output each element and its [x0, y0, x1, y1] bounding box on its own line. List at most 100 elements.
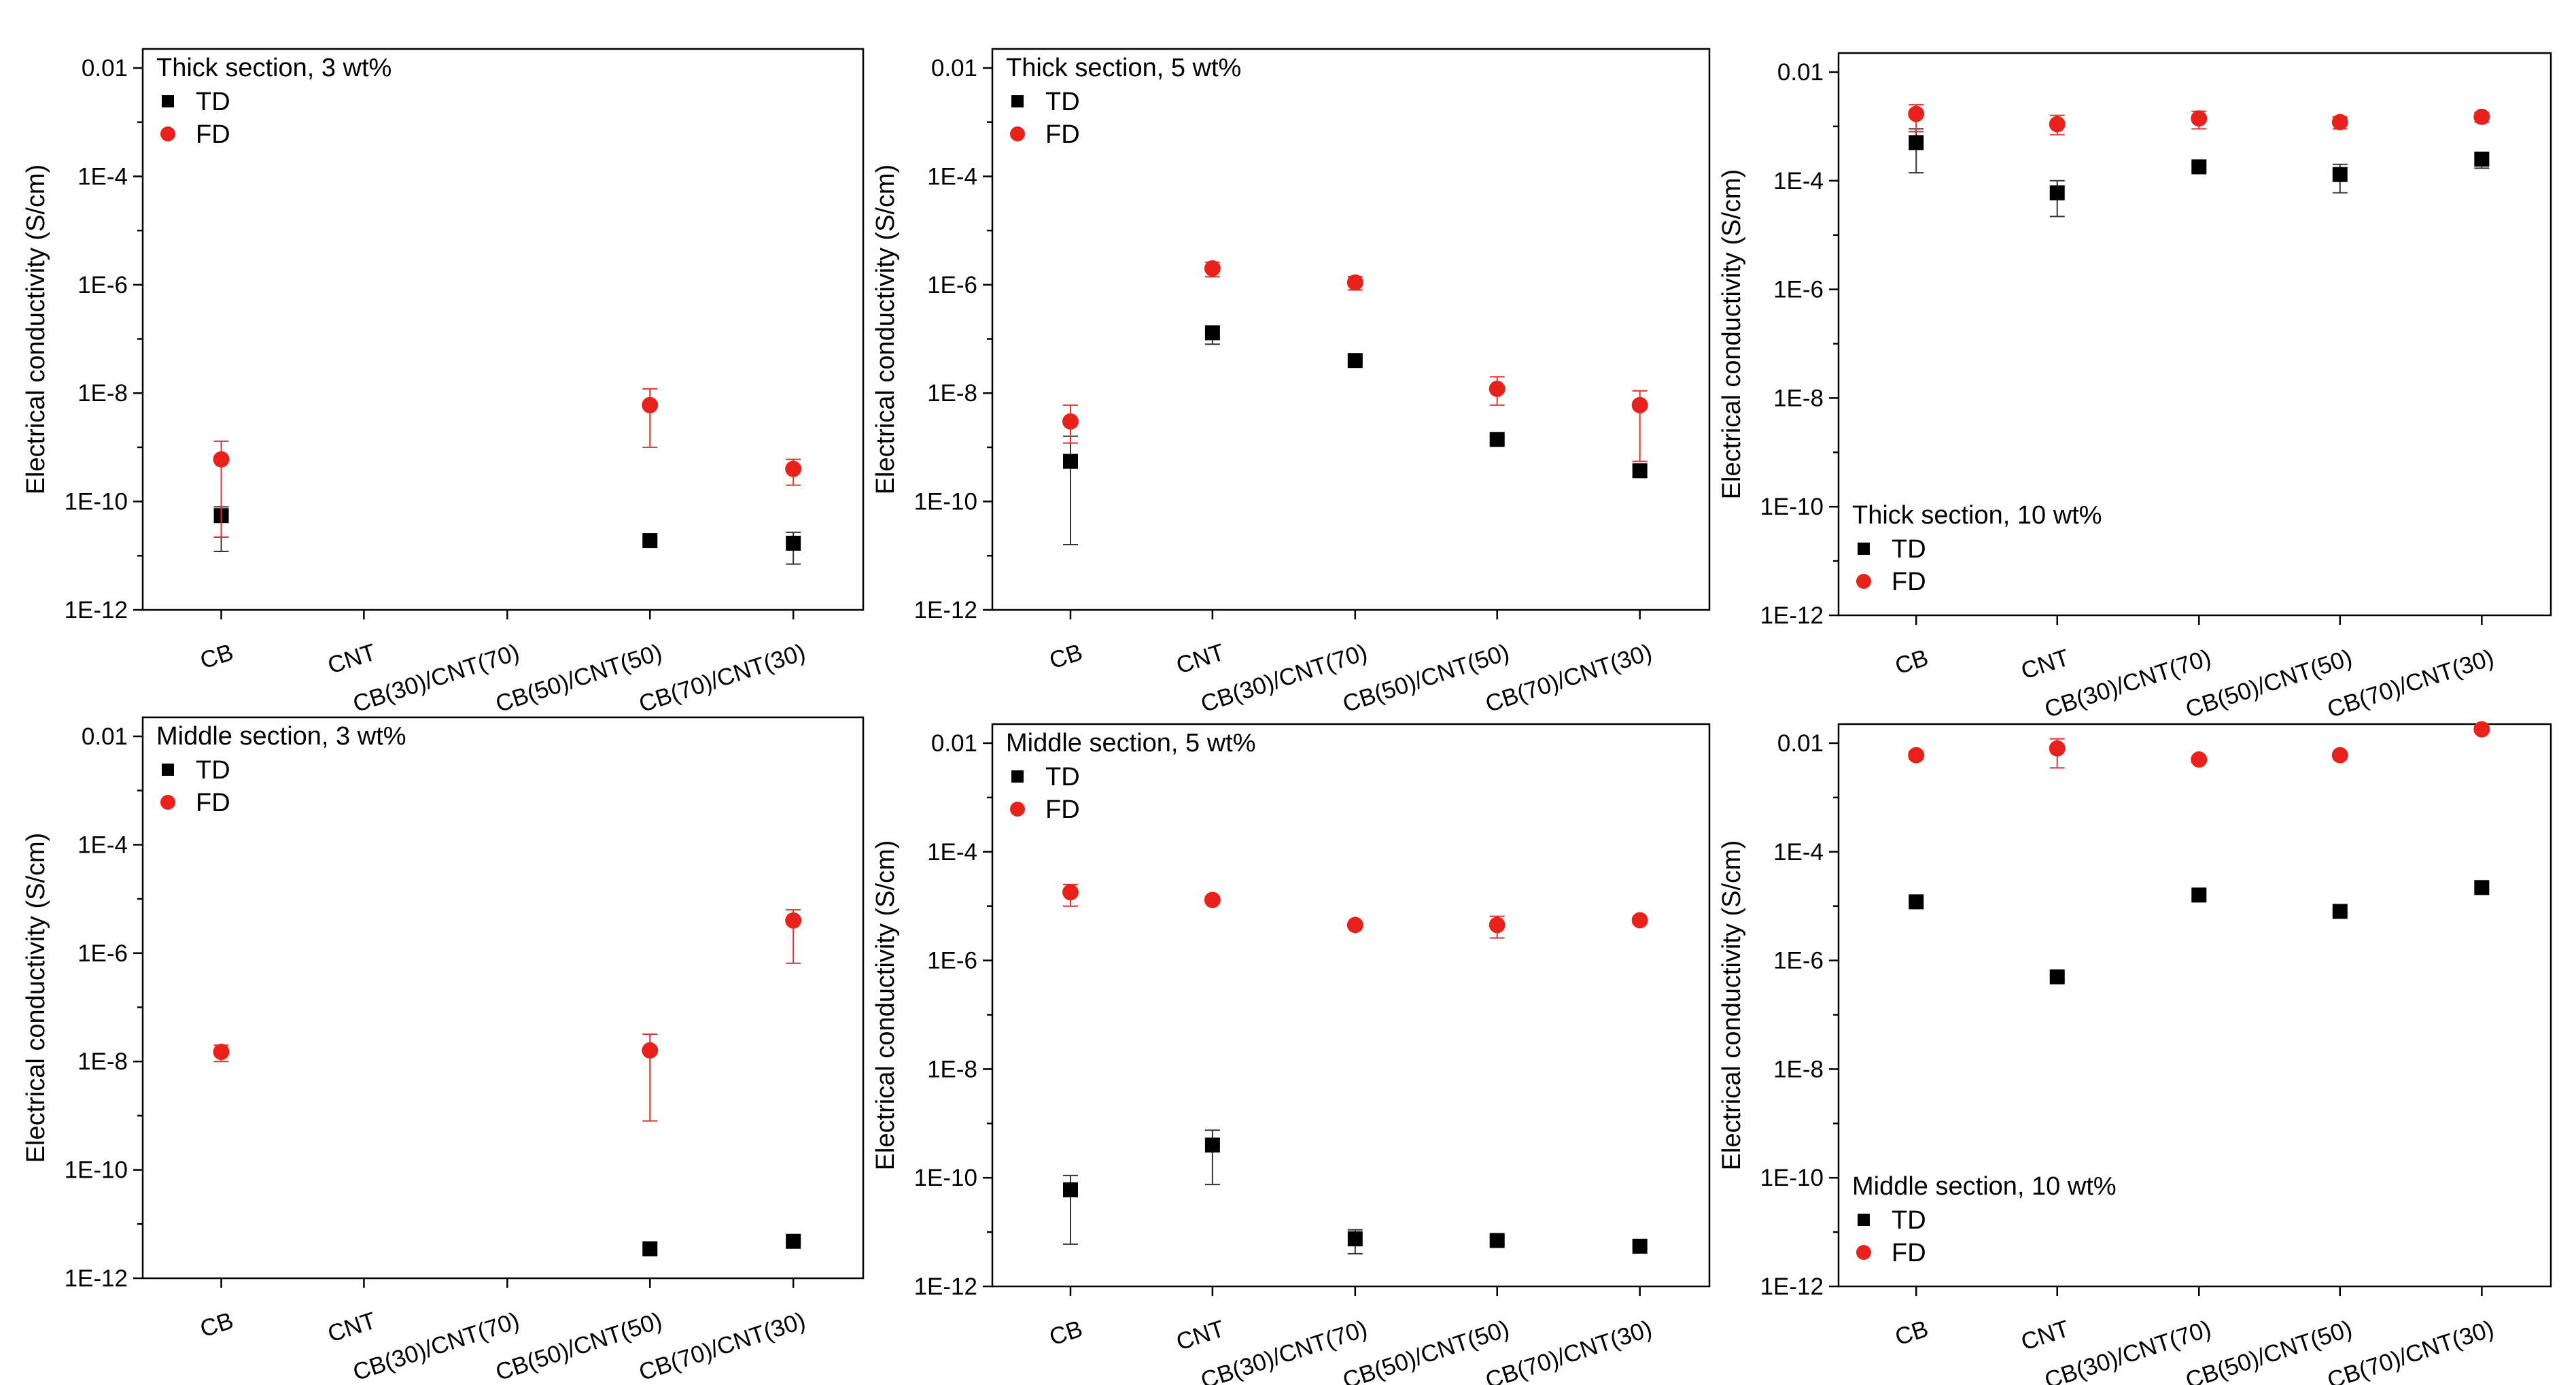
y-tick-label: 1E-6	[1773, 277, 1824, 303]
chart-title: Thick section, 10 wt%	[1852, 501, 2102, 530]
data-point-fd	[642, 1042, 659, 1059]
y-tick-label: 1E-12	[1760, 602, 1824, 629]
data-point-fd	[1346, 274, 1363, 291]
y-tick-label: 1E-10	[914, 1165, 977, 1191]
y-tick-label: 1E-12	[65, 597, 128, 623]
data-point-td	[1909, 135, 1924, 150]
y-tick-label: 1E-8	[1773, 1056, 1824, 1082]
chart-title: Thick section, 3 wt%	[156, 54, 391, 82]
x-category-label: CB(70)/CNT(30)	[1482, 639, 1655, 718]
legend-label: FD	[196, 789, 230, 817]
y-axis-label: Electrical conductivity (S/cm)	[22, 833, 50, 1163]
chart-panel-5: 0.01 1E-4 1E-6 1E-8 1E-10 1E-12 Electrical con…	[871, 723, 1711, 1385]
data-point-fd	[785, 460, 802, 477]
data-point-td	[642, 533, 658, 549]
data-point-td	[1632, 463, 1648, 479]
data-point-td	[1347, 353, 1363, 369]
x-category-label: CB(70)/CNT(30)	[636, 1307, 808, 1385]
data-point-td	[2049, 185, 2065, 201]
legend-label: TD	[196, 756, 230, 785]
x-category-label: CNT	[1173, 1316, 1228, 1356]
data-point-fd	[2331, 114, 2348, 131]
legend-marker-fd	[1856, 574, 1871, 589]
legend-label: TD	[1045, 88, 1080, 116]
data-point-fd	[1489, 380, 1505, 397]
legend-marker-fd	[160, 795, 175, 810]
y-tick-label: 0.01	[82, 723, 128, 750]
y-tick-label: 1E-8	[77, 380, 128, 407]
y-tick-label: 0.01	[82, 55, 128, 82]
y-axis-label: Electrical conductivity (S/cm)	[1718, 840, 1746, 1171]
data-point-td	[1489, 1233, 1505, 1248]
y-tick-label: 1E-4	[927, 163, 977, 190]
data-point-td	[786, 535, 801, 551]
legend-label: TD	[196, 88, 230, 116]
plot-frame	[1837, 723, 2552, 1288]
data-point-td	[2332, 904, 2348, 919]
data-point-td	[1347, 1231, 1363, 1247]
data-point-td	[2191, 159, 2207, 175]
data-point-fd	[213, 1044, 230, 1061]
y-tick-label: 1E-10	[914, 489, 977, 515]
chart-title: Thick section, 5 wt%	[1006, 54, 1241, 82]
legend-marker-td	[1858, 1214, 1870, 1226]
legend-marker-fd	[1010, 126, 1025, 141]
plot-frame	[141, 716, 865, 1280]
x-category-label: CB	[1046, 639, 1085, 674]
y-tick-label: 1E-6	[927, 948, 977, 974]
x-category-label: CB	[1892, 645, 1931, 680]
chart-title: Middle section, 3 wt%	[156, 722, 406, 751]
y-tick-label: 1E-4	[927, 839, 977, 866]
plot-frame	[1837, 52, 2552, 617]
legend-label: FD	[1045, 796, 1080, 824]
data-point-td	[2474, 880, 2490, 895]
data-point-td	[1204, 1138, 1220, 1153]
data-point-fd	[2191, 751, 2208, 768]
chart-panel-4: 0.01 1E-4 1E-6 1E-8 1E-10 1E-12 Electrical con…	[22, 716, 865, 1385]
y-axis-label: Electrical conductivity (S/cm)	[871, 840, 900, 1171]
data-point-fd	[2331, 747, 2348, 764]
data-point-fd	[2049, 116, 2066, 133]
data-point-td	[2049, 969, 2065, 985]
y-tick-label: 1E-12	[914, 597, 977, 623]
x-category-label: CNT	[324, 1307, 379, 1348]
data-point-td	[786, 1233, 801, 1249]
legend-marker-td	[1011, 95, 1024, 107]
y-tick-label: 1E-10	[65, 1157, 128, 1184]
data-point-td	[2474, 152, 2490, 167]
data-point-fd	[2191, 110, 2208, 127]
y-tick-label: 1E-10	[1760, 494, 1824, 520]
x-category-label: CB	[197, 1307, 237, 1343]
legend-marker-td	[162, 764, 174, 776]
legend-label: TD	[1045, 763, 1080, 791]
chart-title: Middle section, 5 wt%	[1006, 729, 1256, 757]
y-tick-label: 1E-4	[77, 832, 128, 858]
y-axis-label: Electrical conductivity (S/cm)	[1718, 169, 1746, 500]
plot-frame	[141, 48, 865, 611]
legend-label: FD	[196, 120, 230, 149]
y-tick-label: 1E-8	[927, 1056, 977, 1082]
legend-label: FD	[1045, 120, 1080, 149]
y-tick-label: 1E-10	[1760, 1165, 1824, 1191]
chart-panel-1: 0.01 1E-4 1E-6 1E-8 1E-10 1E-12 Electrical con…	[22, 48, 865, 717]
data-point-fd	[1062, 413, 1079, 430]
legend-label: FD	[1892, 568, 1926, 596]
x-category-label: CNT	[324, 639, 379, 679]
legend-marker-td	[162, 95, 174, 107]
data-point-fd	[1908, 105, 1925, 122]
data-point-fd	[1631, 396, 1648, 413]
data-point-td	[1489, 432, 1505, 447]
data-point-fd	[1062, 884, 1079, 901]
y-tick-label: 1E-8	[927, 380, 977, 407]
data-point-td	[1909, 894, 1924, 910]
y-axis-label: Electrical conductivity (S/cm)	[22, 165, 50, 495]
y-tick-label: 1E-12	[1760, 1273, 1824, 1300]
legend-label: TD	[1892, 1206, 1926, 1235]
y-tick-label: 1E-4	[77, 163, 128, 190]
data-point-td	[1062, 1182, 1078, 1197]
x-category-label: CNT	[2018, 1316, 2072, 1356]
data-point-fd	[213, 451, 230, 468]
y-tick-label: 1E-12	[65, 1265, 128, 1292]
data-point-td	[1062, 454, 1078, 469]
